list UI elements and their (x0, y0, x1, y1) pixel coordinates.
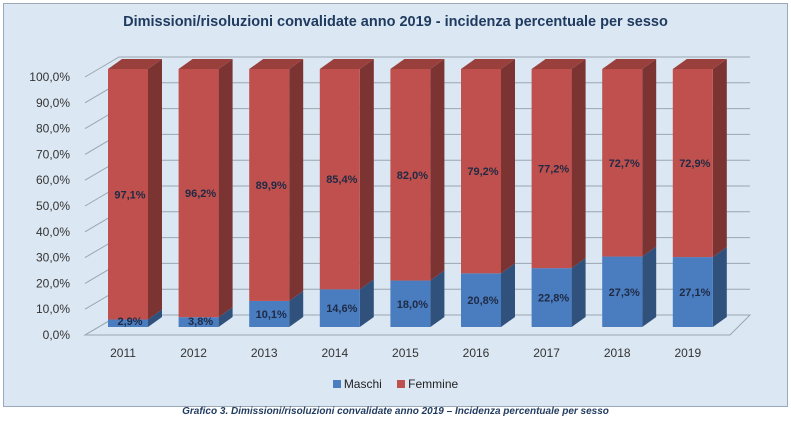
data-label: 18,0% (397, 299, 428, 311)
data-label: 22,8% (538, 293, 569, 305)
x-tick-label: 2011 (110, 346, 136, 360)
bar-top (249, 59, 304, 69)
y-tick-label: 90,0% (36, 96, 70, 110)
bar-side-femmine (289, 59, 304, 301)
data-label: 72,9% (679, 158, 710, 170)
gridline (84, 56, 750, 78)
y-tick-label: 100,0% (29, 70, 70, 84)
bar-side-femmine (359, 59, 374, 290)
bar-top (461, 59, 515, 69)
bar-side-maschi (571, 258, 586, 327)
data-label: 10,1% (256, 309, 287, 321)
figure-caption: Grafico 3. Dimissioni/risoluzioni conval… (182, 406, 609, 417)
bar-top (178, 59, 233, 69)
bar-top (672, 59, 727, 69)
data-label: 72,7% (609, 158, 640, 170)
bar-side-maschi (712, 247, 727, 327)
bar-side-maschi (148, 309, 162, 327)
bar-side-femmine (430, 59, 445, 281)
x-tick-label: 2014 (321, 346, 348, 360)
data-label: 27,1% (679, 287, 710, 299)
bar-femmine (531, 69, 572, 269)
data-label: 96,2% (185, 188, 216, 200)
bar-side-maschi (218, 307, 233, 327)
data-label: 77,2% (538, 164, 569, 176)
bar-maschi (319, 289, 360, 327)
bar-femmine (461, 69, 501, 274)
legend-swatch-maschi (332, 380, 341, 388)
data-label: 85,4% (326, 174, 357, 186)
legend-item-maschi: Maschi (332, 377, 382, 391)
y-tick-label: 80,0% (36, 122, 70, 136)
bar-maschi (390, 280, 431, 327)
bar-side-maschi (289, 290, 304, 327)
data-label: 20,8% (467, 295, 498, 307)
data-label: 27,3% (609, 287, 640, 299)
y-tick-label: 70,0% (36, 147, 70, 161)
legend: Maschi Femmine (0, 377, 791, 391)
bar-side-maschi (501, 263, 515, 327)
x-tick-label: 2017 (533, 346, 560, 360)
legend-label-femmine: Femmine (408, 377, 459, 391)
data-label: 14,6% (326, 303, 357, 315)
bar-maschi (672, 257, 713, 327)
legend-swatch-femmine (397, 380, 406, 388)
x-tick-label: 2015 (392, 346, 419, 360)
y-tick-label: 20,0% (36, 276, 70, 290)
bar-side-femmine (712, 59, 727, 258)
y-tick-label: 10,0% (36, 302, 70, 316)
y-tick-label: 0,0% (43, 328, 71, 342)
y-tick-label: 50,0% (36, 199, 70, 213)
chart-title: Dimissioni/risoluzioni convalidate anno … (123, 14, 668, 30)
y-tick-label: 30,0% (36, 251, 70, 265)
bar-femmine (249, 69, 290, 301)
bar-side-femmine (218, 59, 233, 318)
bar-side-femmine (501, 59, 515, 274)
bar-femmine (178, 69, 219, 318)
bar-top (319, 59, 374, 69)
x-tick-label: 2012 (180, 346, 207, 360)
legend-item-femmine: Femmine (397, 377, 458, 391)
x-tick-label: 2016 (463, 346, 490, 360)
data-label: 82,0% (397, 170, 428, 182)
data-label: 89,9% (256, 180, 287, 192)
bar-maschi (249, 300, 290, 327)
bar-side-maschi (642, 246, 657, 327)
data-label: 79,2% (467, 166, 498, 178)
y-tick-label: 40,0% (36, 225, 70, 239)
y-tick-label: 60,0% (36, 173, 70, 187)
bar-maschi (108, 319, 148, 327)
bar-side-maschi (359, 279, 374, 327)
legend-label-maschi: Maschi (343, 377, 382, 391)
bar-side-femmine (642, 59, 657, 257)
bar-maschi (461, 273, 501, 327)
bar-top (108, 59, 162, 69)
bar-femmine (602, 69, 643, 257)
floor (83, 314, 752, 336)
x-tick-label: 2019 (674, 346, 701, 360)
bar-top (390, 59, 445, 69)
bar-femmine (319, 69, 360, 290)
bar-top (531, 59, 586, 69)
bar-femmine (108, 69, 148, 320)
x-tick-label: 2018 (604, 346, 631, 360)
x-tick-label: 2013 (251, 346, 278, 360)
bar-side-femmine (571, 59, 586, 269)
bar-maschi (602, 256, 643, 327)
data-label: 2,9% (117, 316, 142, 328)
data-label: 97,1% (114, 189, 145, 201)
data-label: 3,8% (188, 316, 213, 328)
bar-femmine (390, 69, 431, 281)
bar-top (602, 59, 657, 69)
bar-maschi (178, 317, 219, 327)
bar-side-maschi (430, 270, 445, 327)
bar-maschi (531, 268, 572, 327)
bar-femmine (672, 69, 713, 258)
bar-side-femmine (148, 59, 162, 320)
